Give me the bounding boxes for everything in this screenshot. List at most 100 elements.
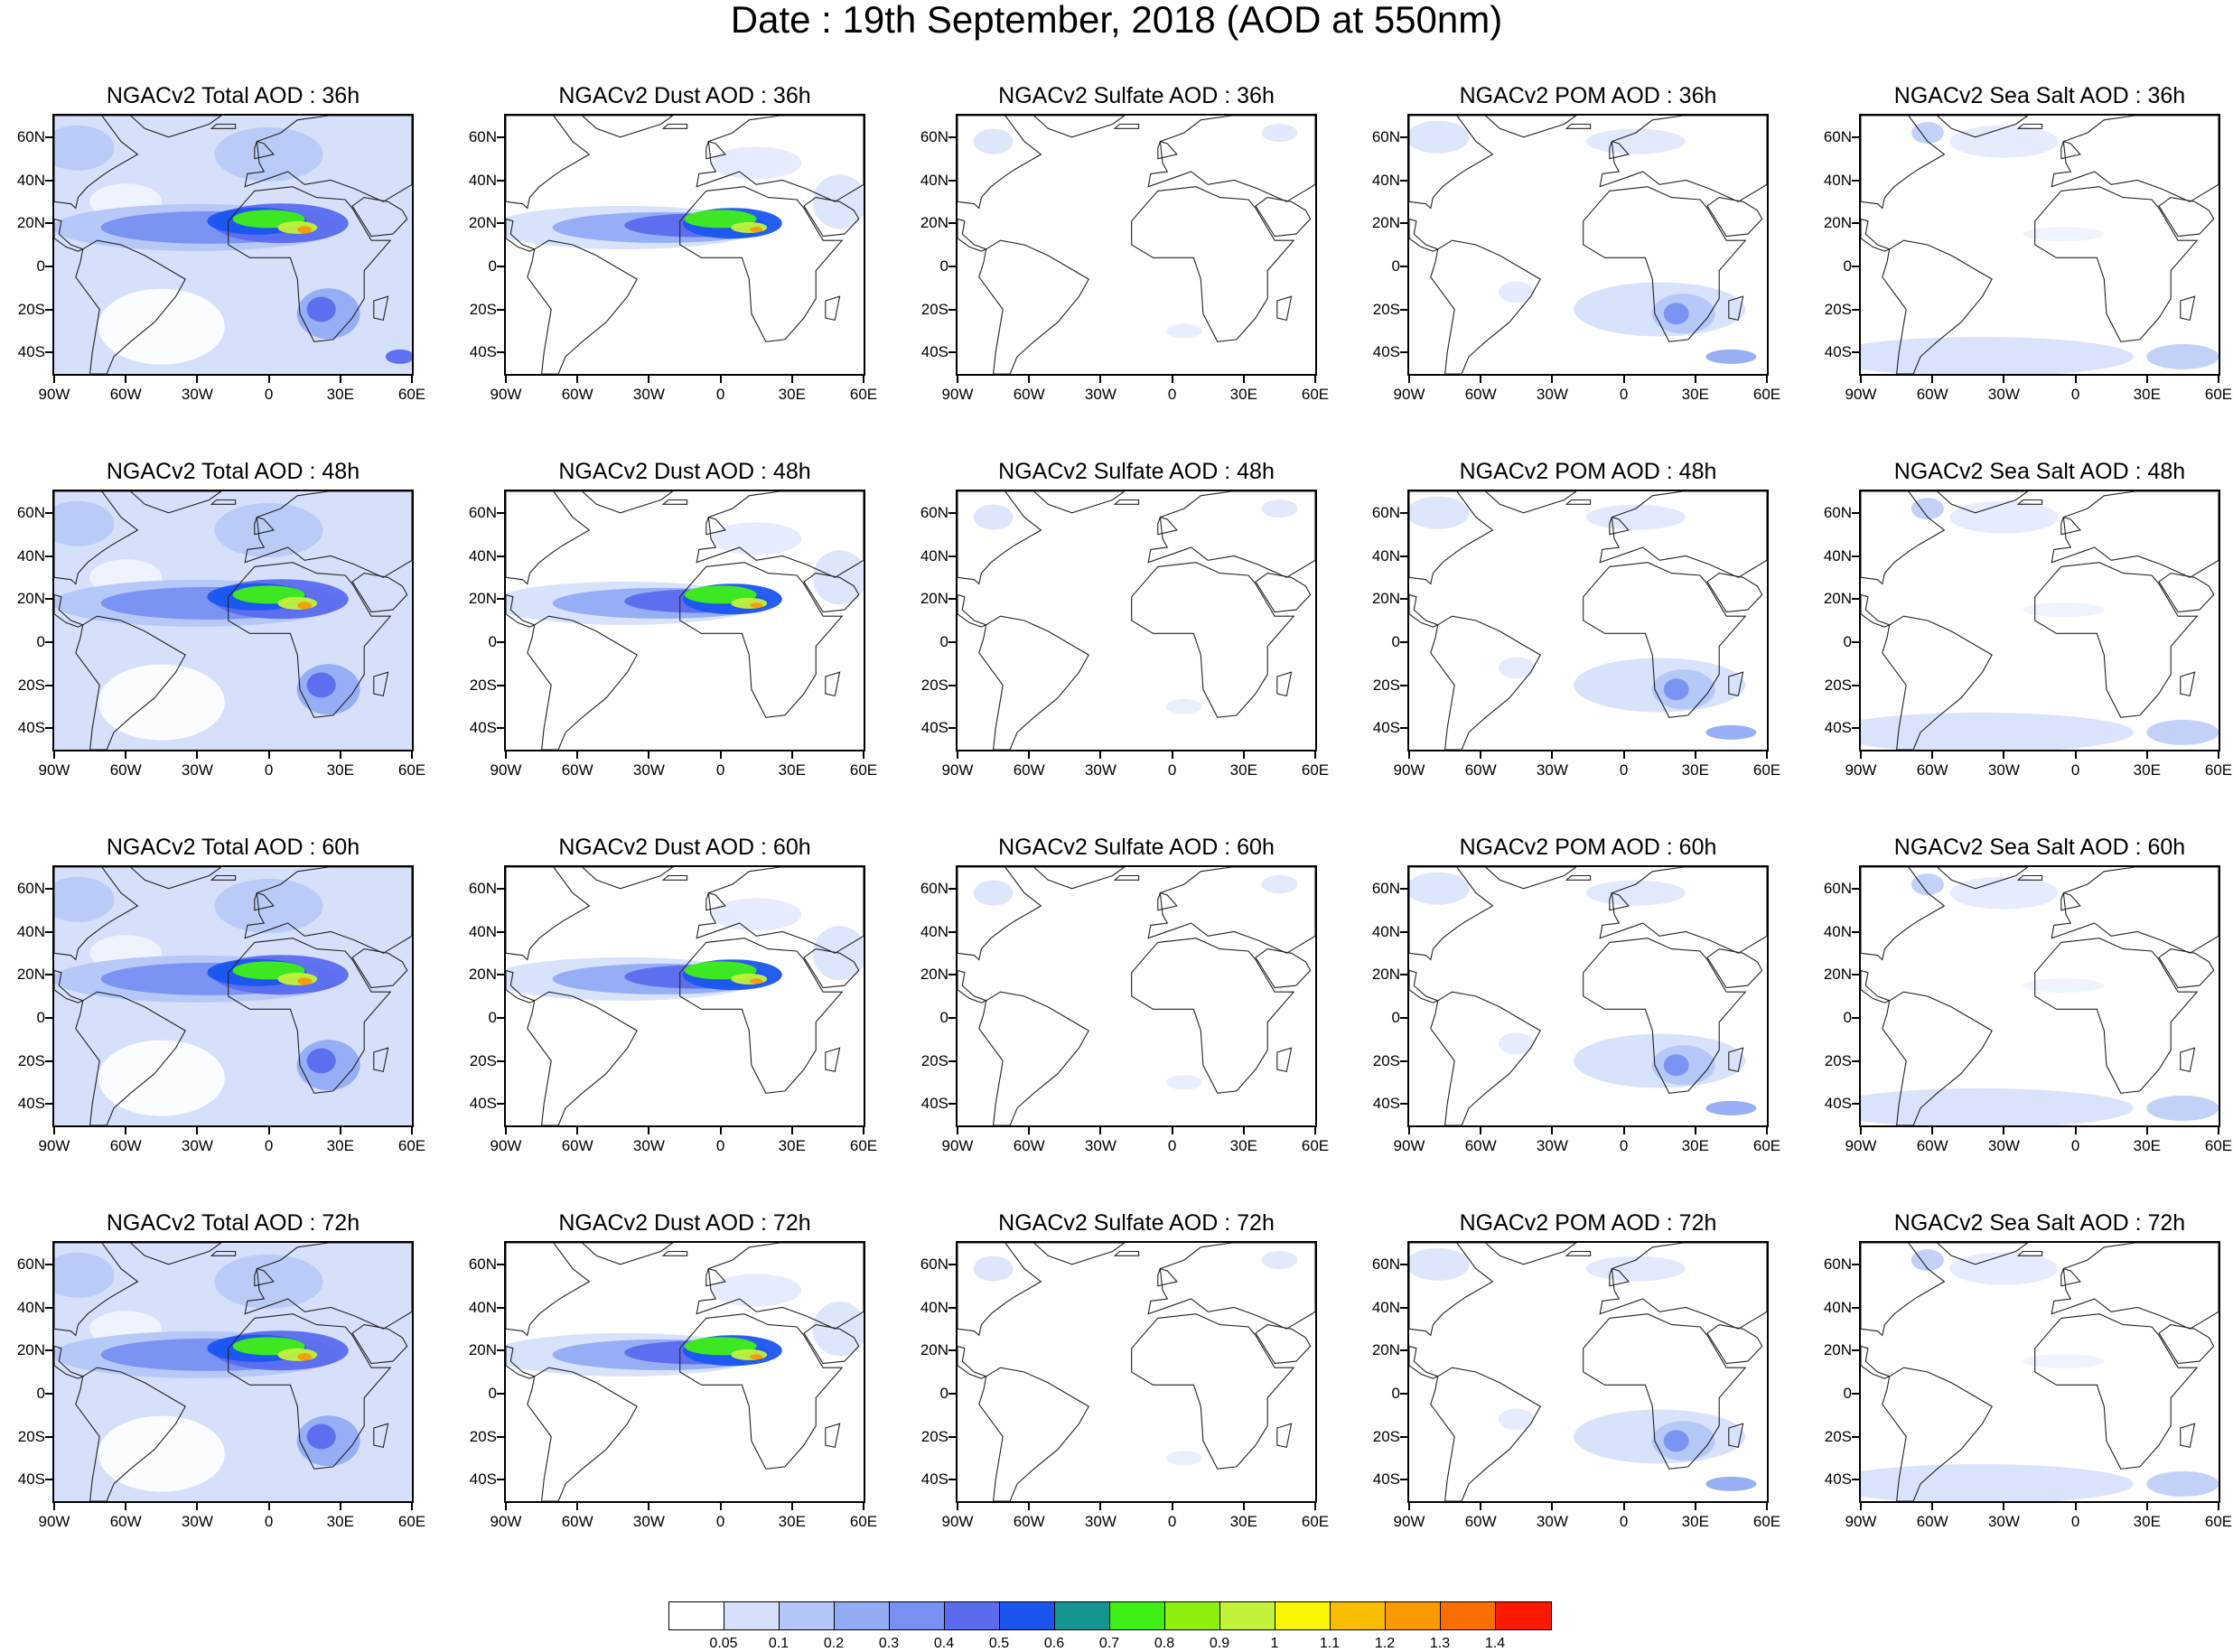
lon-tick-label: 30E: [326, 1137, 354, 1154]
panel-title: NGACv2 Dust AOD : 60h: [558, 835, 811, 860]
lat-tick-mark: [497, 1059, 504, 1062]
lat-tick-label: 20N: [16, 1341, 45, 1359]
lat-tick-label: 0: [36, 632, 45, 650]
lat-tick-mark: [948, 1016, 956, 1019]
lon-tick-mark: [1314, 1127, 1316, 1134]
map-panel-pom: NGACv2 POM AOD : 72h 60N 40N 20N 0 20S 40S 90W 6…: [1372, 1210, 1780, 1535]
lat-tick-label: 20S: [1824, 1427, 1852, 1445]
lon-tick-label: 90W: [1845, 1137, 1877, 1154]
lat-tick-label: 0: [939, 1008, 948, 1026]
lat-tick-label: 20S: [920, 1051, 948, 1069]
colorbar-label: 0.05: [709, 1636, 738, 1651]
panel-title: NGACv2 POM AOD : 36h: [1459, 83, 1717, 108]
lon-tick-label: 90W: [490, 386, 522, 403]
lon-tick-label: 90W: [1393, 1137, 1425, 1154]
lat-tick-mark: [1852, 598, 1859, 601]
lon-tick-mark: [1171, 1503, 1173, 1510]
lat-tick-mark: [1852, 351, 1859, 354]
lat-tick-label: 40S: [17, 719, 45, 737]
lat-tick-mark: [948, 135, 956, 138]
lon-tick-mark: [1766, 1127, 1768, 1134]
lat-tick-label: 40N: [920, 171, 948, 189]
lon-tick-mark: [863, 376, 864, 383]
lon-tick-mark: [1860, 1127, 1862, 1134]
lon-tick-mark: [790, 1127, 793, 1134]
lon-tick-mark: [1480, 1127, 1482, 1134]
colorbar-swatch: [1331, 1602, 1386, 1629]
lat-tick-label: 60N: [920, 503, 948, 521]
panel-title: NGACv2 POM AOD : 48h: [1459, 459, 1717, 484]
lat-tick-mark: [45, 1306, 52, 1309]
lat-tick-mark: [1400, 222, 1407, 225]
lat-tick-label: 20N: [920, 1341, 948, 1359]
lat-tick-mark: [497, 1103, 504, 1106]
lon-tick-label: 90W: [1845, 1513, 1877, 1530]
lon-tick-mark: [125, 1503, 127, 1510]
lon-tick-mark: [1314, 376, 1316, 383]
lat-tick-label: 0: [1391, 1384, 1400, 1402]
lat-tick-mark: [1852, 308, 1859, 311]
lon-tick-mark: [1242, 376, 1245, 383]
lon-tick-label: 0: [715, 1513, 725, 1530]
aod-map: [52, 1241, 414, 1503]
lat-tick-label: 20S: [1824, 1051, 1852, 1069]
lon-tick-label: 90W: [38, 386, 70, 403]
lon-tick-mark: [863, 1503, 864, 1510]
lat-tick-label: 60N: [1371, 1255, 1400, 1273]
lon-tick-mark: [648, 751, 650, 759]
colorbar-label: 0.1: [768, 1636, 789, 1651]
lon-tick-mark: [339, 751, 341, 759]
lon-tick-label: 0: [2070, 1137, 2080, 1154]
lat-tick-label: 40S: [469, 1470, 497, 1489]
lon-tick-label: 90W: [38, 1513, 70, 1530]
lat-tick-mark: [948, 265, 956, 267]
lon-tick-label: 0: [1619, 1513, 1629, 1530]
lat-tick-mark: [45, 1435, 52, 1438]
lat-tick-mark: [1400, 640, 1407, 643]
lat-tick-mark: [1400, 265, 1407, 267]
map-panel-seasalt: NGACv2 Sea Salt AOD : 36h 60N 40N 20N 0 20S 40…: [1824, 83, 2232, 408]
lat-tick-mark: [948, 1479, 956, 1481]
lon-tick-label: 60W: [1464, 761, 1497, 779]
lon-tick-label: 60W: [1013, 761, 1045, 779]
lat-tick-label: 40S: [1824, 343, 1852, 361]
lon-tick-label: 30W: [181, 1513, 213, 1530]
aod-field-map: [1409, 867, 1767, 1125]
lon-tick-mark: [1931, 1503, 1934, 1510]
lon-tick-label: 90W: [1845, 386, 1877, 403]
lat-tick-label: 20S: [1372, 1051, 1400, 1069]
lat-tick-mark: [497, 1016, 504, 1019]
lat-tick-mark: [1400, 1103, 1407, 1106]
lon-tick-mark: [1171, 751, 1173, 759]
map-panel-sulfate: NGACv2 Sulfate AOD : 60h 60N 40N 20N 0 20S 40S…: [920, 835, 1329, 1160]
lon-tick-label: 90W: [1393, 761, 1425, 779]
lat-tick-label: 40N: [16, 546, 45, 565]
lat-tick-label: 0: [1843, 1384, 1852, 1402]
lon-tick-mark: [2145, 1127, 2148, 1134]
lat-tick-mark: [948, 555, 956, 557]
lon-tick-mark: [339, 1127, 341, 1134]
lon-tick-label: 30W: [632, 386, 665, 403]
lat-tick-label: 40N: [1371, 922, 1400, 940]
panel-title: NGACv2 Sea Salt AOD : 60h: [1893, 835, 2186, 860]
lon-tick-mark: [648, 376, 650, 383]
lon-tick-mark: [1028, 1503, 1031, 1510]
lat-tick-label: 60N: [1823, 127, 1852, 145]
lat-tick-mark: [1852, 1479, 1859, 1481]
lon-tick-mark: [196, 1127, 199, 1134]
lat-tick-label: 20N: [920, 966, 948, 984]
lon-tick-label: 30W: [632, 1137, 665, 1154]
lon-tick-label: 60W: [561, 1137, 593, 1154]
aod-map: [956, 865, 1317, 1127]
lat-tick-label: 20S: [17, 1427, 45, 1445]
colorbar-swatch: [1055, 1602, 1110, 1629]
lat-tick-mark: [497, 727, 504, 730]
lat-tick-label: 40N: [468, 1298, 497, 1316]
map-panel-total: NGACv2 Total AOD : 72h 60N 40N 20N 0 20S 40S 90…: [17, 1210, 425, 1535]
lon-tick-mark: [53, 751, 55, 759]
lat-tick-mark: [45, 974, 52, 976]
aod-map: [956, 114, 1317, 376]
colorbar-label: 1.4: [1484, 1636, 1506, 1651]
map-panel-pom: NGACv2 POM AOD : 48h 60N 40N 20N 0 20S 40S 90W 6…: [1372, 459, 1780, 784]
colorbar-swatch: [1386, 1602, 1441, 1629]
